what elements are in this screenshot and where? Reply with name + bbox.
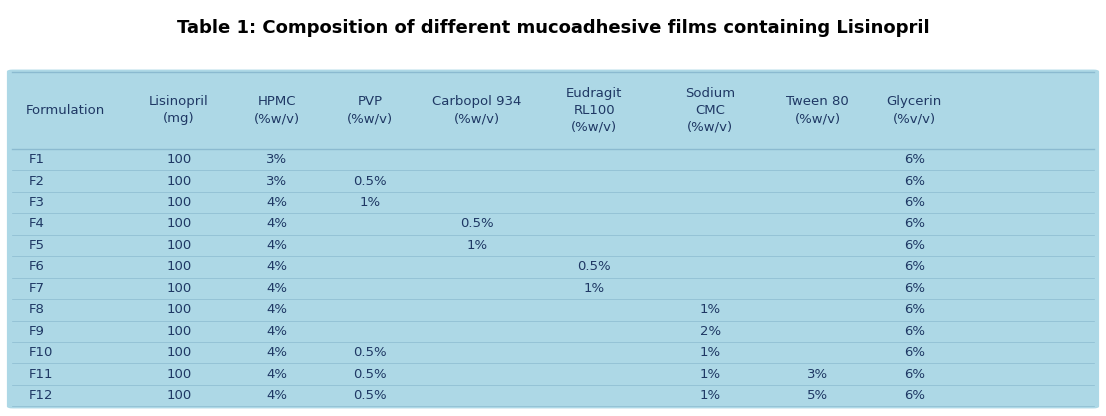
Text: 1%: 1% (700, 346, 721, 359)
Text: 3%: 3% (807, 368, 828, 381)
Text: 4%: 4% (267, 196, 288, 209)
Text: 100: 100 (166, 218, 191, 230)
Text: F4: F4 (29, 218, 45, 230)
Text: F10: F10 (29, 346, 53, 359)
Text: 1%: 1% (700, 368, 721, 381)
Text: 6%: 6% (904, 368, 925, 381)
Text: 3%: 3% (267, 175, 288, 188)
Text: 0.5%: 0.5% (354, 368, 387, 381)
Text: 1%: 1% (700, 303, 721, 316)
Text: 6%: 6% (904, 196, 925, 209)
Text: 6%: 6% (904, 303, 925, 316)
Text: 100: 100 (166, 175, 191, 188)
Text: 4%: 4% (267, 346, 288, 359)
Text: 6%: 6% (904, 325, 925, 338)
Text: F3: F3 (29, 196, 45, 209)
Text: Lisinopril
(mg): Lisinopril (mg) (149, 95, 209, 125)
Text: 1%: 1% (700, 389, 721, 402)
Text: 6%: 6% (904, 260, 925, 273)
Text: 4%: 4% (267, 325, 288, 338)
Text: 5%: 5% (807, 389, 828, 402)
Text: 1%: 1% (359, 196, 380, 209)
Text: 2%: 2% (700, 325, 721, 338)
Text: 0.5%: 0.5% (354, 346, 387, 359)
Text: 100: 100 (166, 282, 191, 295)
Text: 6%: 6% (904, 239, 925, 252)
Text: 100: 100 (166, 303, 191, 316)
Text: 1%: 1% (467, 239, 488, 252)
Text: 6%: 6% (904, 153, 925, 166)
Text: F2: F2 (29, 175, 45, 188)
Text: Carbopol 934
(%w/v): Carbopol 934 (%w/v) (432, 95, 522, 125)
Text: HPMC
(%w/v): HPMC (%w/v) (253, 95, 300, 125)
Text: 4%: 4% (267, 218, 288, 230)
Text: 100: 100 (166, 196, 191, 209)
Text: 100: 100 (166, 389, 191, 402)
Text: Table 1: Composition of different mucoadhesive films containing Lisinopril: Table 1: Composition of different mucoad… (177, 19, 929, 37)
Text: F9: F9 (29, 325, 45, 338)
Text: 4%: 4% (267, 303, 288, 316)
Text: 4%: 4% (267, 282, 288, 295)
Text: 100: 100 (166, 153, 191, 166)
Text: F1: F1 (29, 153, 45, 166)
Text: Eudragit
RL100
(%w/v): Eudragit RL100 (%w/v) (566, 87, 623, 134)
Text: F6: F6 (29, 260, 45, 273)
Text: Sodium
CMC
(%w/v): Sodium CMC (%w/v) (685, 87, 735, 134)
Text: 4%: 4% (267, 239, 288, 252)
Text: F7: F7 (29, 282, 45, 295)
Text: 3%: 3% (267, 153, 288, 166)
Text: 4%: 4% (267, 260, 288, 273)
Text: Tween 80
(%w/v): Tween 80 (%w/v) (786, 95, 849, 125)
Text: 0.5%: 0.5% (577, 260, 612, 273)
Text: 100: 100 (166, 368, 191, 381)
Text: 100: 100 (166, 239, 191, 252)
Text: 6%: 6% (904, 282, 925, 295)
Text: 100: 100 (166, 260, 191, 273)
Text: 6%: 6% (904, 389, 925, 402)
Text: 100: 100 (166, 346, 191, 359)
Text: F11: F11 (29, 368, 53, 381)
Text: 1%: 1% (584, 282, 605, 295)
Text: 6%: 6% (904, 346, 925, 359)
FancyBboxPatch shape (7, 69, 1099, 409)
Text: Glycerin
(%v/v): Glycerin (%v/v) (887, 95, 942, 125)
Text: 0.5%: 0.5% (354, 175, 387, 188)
Text: F12: F12 (29, 389, 53, 402)
Text: Formulation: Formulation (25, 104, 105, 117)
Text: PVP
(%w/v): PVP (%w/v) (347, 95, 394, 125)
Text: 0.5%: 0.5% (354, 389, 387, 402)
Text: 4%: 4% (267, 389, 288, 402)
Text: 4%: 4% (267, 368, 288, 381)
Text: 6%: 6% (904, 175, 925, 188)
Text: 100: 100 (166, 325, 191, 338)
Text: F5: F5 (29, 239, 45, 252)
Text: 6%: 6% (904, 218, 925, 230)
Text: F8: F8 (29, 303, 45, 316)
Text: 0.5%: 0.5% (460, 218, 493, 230)
